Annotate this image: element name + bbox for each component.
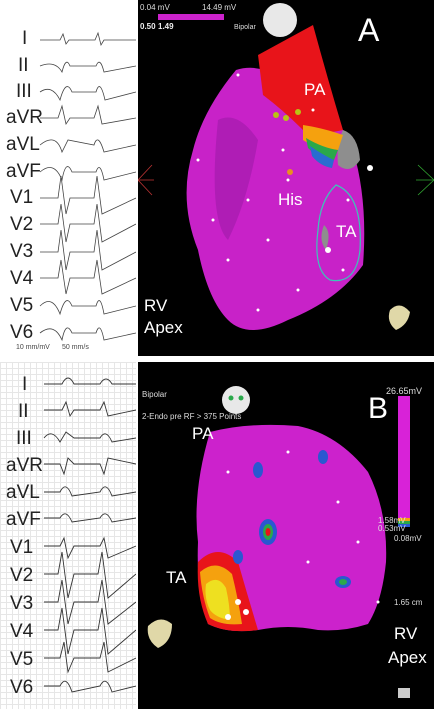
- label-apex: Apex: [144, 318, 183, 337]
- ecg-speed-label: 50 mm/s: [62, 344, 89, 351]
- lead-label: V3: [10, 593, 34, 614]
- lead-label: V5: [10, 649, 34, 670]
- panel-letter: A: [358, 12, 380, 48]
- lead-label: aVR: [6, 455, 43, 476]
- lead-label: I: [22, 28, 28, 49]
- lead-label: II: [18, 401, 29, 422]
- label-pa: PA: [304, 80, 326, 99]
- panel-b: I II III aVR aVL aVF V1 V2 V3 V4 V5 V6: [0, 362, 434, 709]
- anatomy-render-b: [147, 386, 410, 698]
- lead-label: V1: [10, 187, 34, 208]
- lead-label: V1: [10, 537, 34, 558]
- lead-label: V6: [10, 677, 34, 698]
- lead-label: aVL: [6, 134, 40, 155]
- scale-max-label: 14.49 mV: [202, 3, 237, 12]
- lead-label: III: [16, 428, 32, 449]
- lead-label: V6: [10, 322, 34, 343]
- scale-min-label: 0.08mV: [394, 534, 422, 543]
- lead-label: aVF: [6, 509, 41, 530]
- distance-label: 1.65 cm: [394, 598, 423, 607]
- mode-label: Bipolar: [234, 24, 256, 31]
- anatomy-render-a: [138, 3, 434, 331]
- ecg-strip-b: I II III aVR aVL aVF V1 V2 V3 V4 V5 V6: [0, 362, 136, 709]
- voltage-map-b: Bipolar 2-Endo pre RF > 375 Points 26.65…: [138, 362, 434, 709]
- ecg-gain-label: 10 mm/mV: [16, 344, 50, 351]
- scale-max-label: 26.65mV: [386, 386, 423, 396]
- ecg-strip-a: I II III aVR aVL aVF V1 V2 V3 V4 V5 V6 1…: [0, 0, 136, 356]
- ecg-waveforms-b: [43, 377, 136, 693]
- lead-label: V2: [10, 565, 34, 586]
- scale-mid-a-label: 1.58mV: [378, 516, 406, 525]
- lead-label: aVR: [6, 107, 43, 128]
- label-pa: PA: [192, 424, 214, 443]
- voltage-map-a: 0.04 mV 14.49 mV 0.50 1.49 Bipolar A PA …: [138, 0, 434, 356]
- panel-a: I II III aVR aVL aVF V1 V2 V3 V4 V5 V6 1…: [0, 0, 434, 356]
- lead-label: aVL: [6, 482, 40, 503]
- label-rv: RV: [144, 296, 168, 315]
- scale-mid-b-label: 0.53mV: [378, 524, 406, 533]
- lead-label: V2: [10, 214, 34, 235]
- lead-label: I: [22, 374, 28, 395]
- label-ta: TA: [336, 222, 357, 241]
- lead-label: V5: [10, 295, 34, 316]
- lead-label: aVF: [6, 161, 41, 182]
- lead-label: III: [16, 81, 32, 102]
- lead-label: II: [18, 55, 29, 76]
- label-his: His: [278, 190, 303, 209]
- label-rv: RV: [394, 624, 418, 643]
- lead-label: V4: [10, 268, 34, 289]
- mode-label: Bipolar: [142, 390, 167, 399]
- scale-low-label: 0.50: [140, 22, 156, 31]
- scale-high-label: 1.49: [158, 22, 174, 31]
- lead-label: V3: [10, 241, 34, 262]
- map-name-label: 2-Endo pre RF > 375 Points: [142, 412, 242, 421]
- scale-min-label: 0.04 mV: [140, 3, 170, 12]
- lead-label: V4: [10, 621, 34, 642]
- label-ta: TA: [166, 568, 187, 587]
- panel-letter: B: [368, 392, 389, 425]
- label-apex: Apex: [388, 648, 427, 667]
- ecg-waveforms-a: [39, 31, 136, 342]
